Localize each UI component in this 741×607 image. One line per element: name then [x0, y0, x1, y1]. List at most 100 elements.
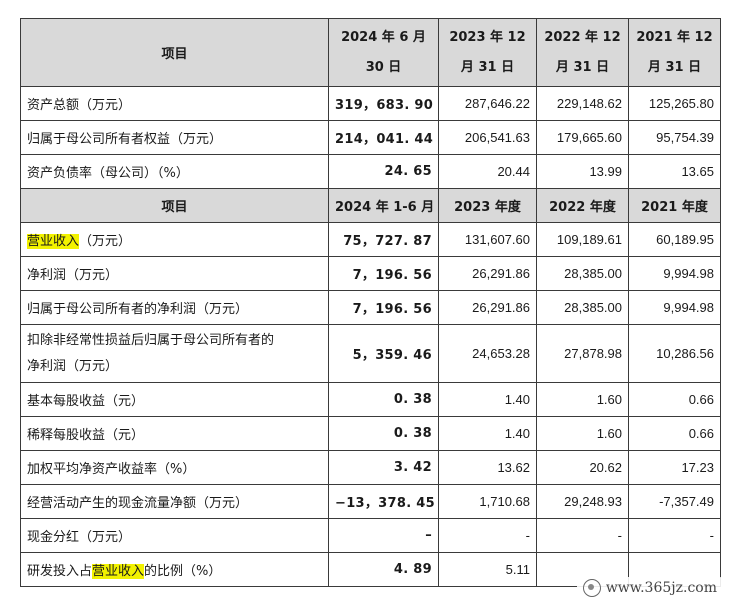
cell-value: 1.40: [438, 416, 537, 451]
header-col1: 2024 年 6 月 30 日: [328, 18, 439, 87]
row-label: 研发投入占营业收入的比例（%）: [20, 552, 329, 587]
cell-value: –: [328, 518, 439, 553]
cell-value: 214，041. 44: [328, 120, 439, 155]
cell-value: 206,541.63: [438, 120, 537, 155]
header-col3-line1: 2022 年 12: [544, 29, 621, 45]
cell-value: 3. 42: [328, 450, 439, 485]
header-col2-line2: 月 31 日: [460, 59, 515, 75]
watermark-text: www.365jz.com: [605, 580, 717, 596]
header-col3-line2: 月 31 日: [555, 59, 610, 75]
table-header-row: 项目 2024 年 1-6 月 2023 年度 2022 年度 2021 年度: [20, 188, 721, 223]
cell-value: -: [438, 518, 537, 553]
cell-value: 24,653.28: [438, 324, 537, 383]
table-row: 现金分红（万元） – - - -: [20, 518, 721, 553]
cell-value: 319，683. 90: [328, 86, 439, 121]
table-row: 扣除非经常性损益后归属于母公司所有者的 净利润（万元） 5，359. 46 24…: [20, 324, 721, 383]
table-row: 营业收入（万元） 75，727. 87 131,607.60 109,189.6…: [20, 222, 721, 257]
cell-value: 0.66: [628, 382, 721, 417]
cell-value: −13，378. 45: [328, 484, 439, 519]
table-row: 基本每股收益（元） 0. 38 1.40 1.60 0.66: [20, 382, 721, 417]
cell-value: 179,665.60: [536, 120, 629, 155]
row-label: 稀释每股收益（元）: [20, 416, 329, 451]
cell-value: 27,878.98: [536, 324, 629, 383]
cell-value: 0. 38: [328, 382, 439, 417]
cell-value: 5.11: [438, 552, 537, 587]
row-label: 资产总额（万元）: [20, 86, 329, 121]
cell-value: 13.62: [438, 450, 537, 485]
row-label-rest: （万元）: [79, 234, 132, 249]
table-row: 经营活动产生的现金流量净额（万元） −13，378. 45 1,710.68 2…: [20, 484, 721, 519]
header-col1-line1: 2024 年 6 月: [341, 29, 426, 45]
header-col4-line2: 月 31 日: [647, 59, 702, 75]
watermark-logo-icon: [582, 579, 601, 597]
row-label: 净利润（万元）: [20, 256, 329, 291]
row-label-line1: 扣除非经常性损益后归属于母公司所有者的: [27, 332, 275, 348]
cell-value: 28,385.00: [536, 256, 629, 291]
highlighted-text: 营业收入: [92, 564, 145, 579]
cell-value: 4. 89: [328, 552, 439, 587]
watermark: www.365jz.com: [576, 577, 723, 599]
table-row: 资产负债率（母公司）（%） 24. 65 20.44 13.99 13.65: [20, 154, 721, 189]
row-label: 基本每股收益（元）: [20, 382, 329, 417]
cell-value: 95,754.39: [628, 120, 721, 155]
header-col4-line1: 2021 年 12: [636, 29, 713, 45]
cell-value: 0. 38: [328, 416, 439, 451]
cell-value: 20.44: [438, 154, 537, 189]
cell-value: 109,189.61: [536, 222, 629, 257]
table-row: 净利润（万元） 7，196. 56 26,291.86 28,385.00 9,…: [20, 256, 721, 291]
cell-value: 5，359. 46: [328, 324, 439, 383]
table-row: 资产总额（万元） 319，683. 90 287,646.22 229,148.…: [20, 86, 721, 121]
header-item: 项目: [20, 18, 329, 87]
cell-value: 75，727. 87: [328, 222, 439, 257]
cell-value: -: [628, 518, 721, 553]
row-label-post: 的比例（%）: [144, 564, 222, 579]
row-label: 经营活动产生的现金流量净额（万元）: [20, 484, 329, 519]
cell-value: 60,189.95: [628, 222, 721, 257]
header-col3: 2022 年度: [536, 188, 629, 223]
table-header-row: 项目 2024 年 6 月 30 日 2023 年 12 月 31 日 2022…: [20, 18, 721, 87]
header-col3: 2022 年 12 月 31 日: [536, 18, 629, 87]
header-item: 项目: [20, 188, 329, 223]
cell-value: 125,265.80: [628, 86, 721, 121]
table-row: 归属于母公司所有者的净利润（万元） 7，196. 56 26,291.86 28…: [20, 290, 721, 325]
highlighted-text: 营业收入: [27, 234, 80, 249]
cell-value: 24. 65: [328, 154, 439, 189]
cell-value: 7，196. 56: [328, 256, 439, 291]
cell-value: 1.60: [536, 416, 629, 451]
header-col1: 2024 年 1-6 月: [328, 188, 439, 223]
cell-value: 0.66: [628, 416, 721, 451]
cell-value: -: [536, 518, 629, 553]
row-label: 扣除非经常性损益后归属于母公司所有者的 净利润（万元）: [20, 324, 329, 383]
cell-value: 29,248.93: [536, 484, 629, 519]
header-col2: 2023 年度: [438, 188, 537, 223]
row-label: 现金分红（万元）: [20, 518, 329, 553]
cell-value: 7，196. 56: [328, 290, 439, 325]
cell-value: 131,607.60: [438, 222, 537, 257]
cell-value: 13.99: [536, 154, 629, 189]
row-label: 归属于母公司所有者的净利润（万元）: [20, 290, 329, 325]
cell-value: 26,291.86: [438, 290, 537, 325]
cell-value: 20.62: [536, 450, 629, 485]
row-label-pre: 研发投入占: [27, 564, 93, 579]
row-label: 营业收入（万元）: [20, 222, 329, 257]
cell-value: 1.40: [438, 382, 537, 417]
cell-value: 9,994.98: [628, 290, 721, 325]
row-label: 资产负债率（母公司）（%）: [20, 154, 329, 189]
cell-value: 10,286.56: [628, 324, 721, 383]
table-row: 稀释每股收益（元） 0. 38 1.40 1.60 0.66: [20, 416, 721, 451]
cell-value: 9,994.98: [628, 256, 721, 291]
cell-value: 17.23: [628, 450, 721, 485]
header-col2: 2023 年 12 月 31 日: [438, 18, 537, 87]
table-row: 归属于母公司所有者权益（万元） 214，041. 44 206,541.63 1…: [20, 120, 721, 155]
row-label-line2: 净利润（万元）: [27, 358, 119, 374]
row-label: 归属于母公司所有者权益（万元）: [20, 120, 329, 155]
header-col4: 2021 年 12 月 31 日: [628, 18, 721, 87]
cell-value: -7,357.49: [628, 484, 721, 519]
cell-value: 28,385.00: [536, 290, 629, 325]
row-label: 加权平均净资产收益率（%）: [20, 450, 329, 485]
header-col4: 2021 年度: [628, 188, 721, 223]
cell-value: 287,646.22: [438, 86, 537, 121]
header-col2-line1: 2023 年 12: [449, 29, 526, 45]
cell-value: 1.60: [536, 382, 629, 417]
financial-summary-table: 项目 2024 年 6 月 30 日 2023 年 12 月 31 日 2022…: [20, 18, 721, 587]
